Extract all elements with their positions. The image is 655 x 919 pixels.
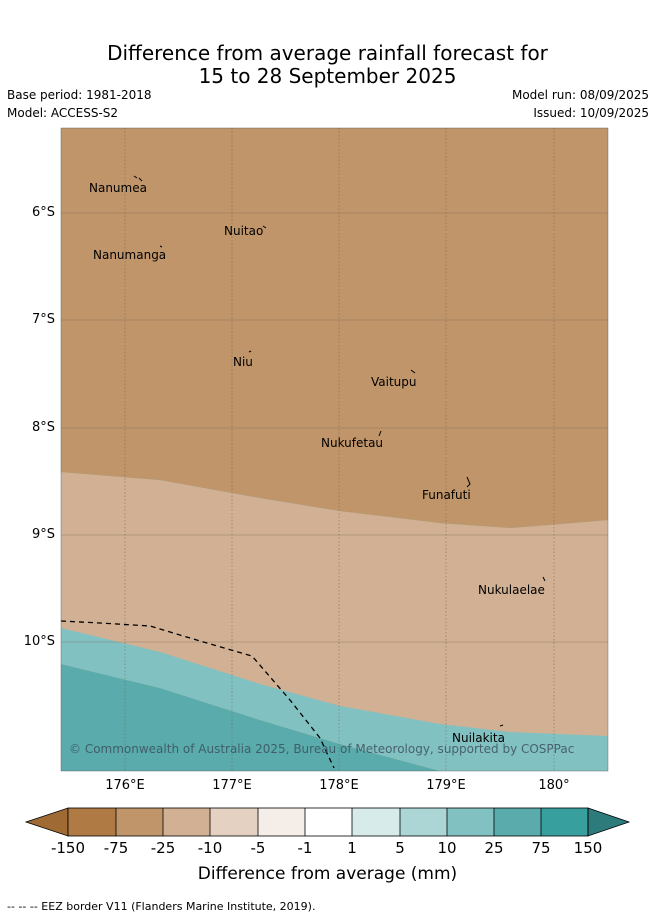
- lat-label-7s: 7°S: [31, 312, 55, 327]
- place-label-niu: Niu: [233, 355, 253, 369]
- colorbar-segment: [447, 808, 494, 836]
- rainfall-bands: [61, 128, 608, 771]
- colorbar-segment: [305, 808, 352, 836]
- legend-tick: 150: [573, 839, 603, 857]
- lon-label-177e: 177°E: [212, 778, 252, 793]
- colorbar: [24, 807, 631, 837]
- place-label-nuitao: Nuitao: [224, 224, 264, 238]
- legend-tick: -25: [150, 839, 176, 857]
- graticule: [124, 128, 555, 771]
- lat-label-9s: 9°S: [31, 527, 55, 542]
- place-label-nukulaelae: Nukulaelae: [478, 583, 545, 597]
- place-label-funafuti: Funafuti: [422, 488, 471, 502]
- legend-tick: -10: [197, 839, 223, 857]
- colorbar-segment: [258, 808, 305, 836]
- legend-tick: 10: [437, 839, 457, 857]
- colorbar-frame: [67, 807, 589, 837]
- place-label-nuilakita: Nuilakita: [452, 731, 505, 745]
- lat-label-8s: 8°S: [31, 420, 55, 435]
- colorbar-dividers: [115, 808, 542, 836]
- lon-label-178e: 178°E: [319, 778, 359, 793]
- island-nanumea: [133, 175, 143, 182]
- legend-tick: -150: [50, 839, 86, 857]
- island-nuilakita: [499, 724, 504, 727]
- island-nukulaelae: [542, 576, 546, 582]
- legend-tick: 25: [484, 839, 504, 857]
- issued-date: Issued: 10/09/2025: [533, 106, 649, 120]
- island-outlines: [133, 175, 546, 727]
- colorbar-segment: [541, 808, 588, 836]
- lat-label-10s: 10°S: [23, 634, 55, 649]
- copyright-notice: © Commonwealth of Australia 2025, Bureau…: [69, 742, 575, 756]
- colorbar-segment: [116, 808, 163, 836]
- place-label-nanumea: Nanumea: [89, 181, 147, 195]
- model-name: Model: ACCESS-S2: [7, 106, 119, 120]
- latitude-lines: [61, 212, 608, 643]
- colorbar-segment: [400, 808, 447, 836]
- colorbar-segment: [163, 808, 210, 836]
- place-label-nukufetau: Nukufetau: [321, 436, 384, 450]
- legend-tick: 5: [395, 839, 405, 857]
- island-nukufetau: [378, 430, 382, 437]
- lat-label-6s: 6°S: [31, 205, 55, 220]
- base-period: Base period: 1981-2018: [7, 88, 152, 102]
- lon-label-180: 180°: [538, 778, 570, 793]
- lon-label-176e: 176°E: [105, 778, 145, 793]
- colorbar-segment: [210, 808, 258, 836]
- colorbar-segment: [68, 808, 116, 836]
- title-line-2: 15 to 28 September 2025: [198, 64, 457, 88]
- island-nanumanga: [159, 245, 163, 248]
- lon-label-179e: 179°E: [426, 778, 466, 793]
- title-line-1: Difference from average rainfall forecas…: [107, 41, 548, 65]
- colorbar-segment: [494, 808, 541, 836]
- legend-tick: -5: [250, 839, 266, 857]
- legend-tick: 1: [347, 839, 357, 857]
- legend-title: Difference from average (mm): [197, 864, 458, 884]
- island-nuitao: [262, 225, 267, 229]
- band-10-25-lower: [61, 628, 608, 771]
- legend-tick: -75: [103, 839, 129, 857]
- place-label-vaitupu: Vaitupu: [371, 375, 417, 389]
- map-frame: [60, 127, 609, 772]
- island-funafuti: [466, 476, 471, 488]
- colorbar-segment: [352, 808, 400, 836]
- legend-tick: -1: [297, 839, 313, 857]
- place-label-nanumanga: Nanumanga: [93, 248, 167, 262]
- eez-border: [60, 620, 335, 769]
- legend-tick: 75: [531, 839, 551, 857]
- island-niu: [248, 350, 252, 353]
- model-run: Model run: 08/09/2025: [511, 88, 649, 102]
- colorbar-high-extend: [587, 807, 631, 837]
- band-25-75-lower: [61, 664, 440, 771]
- island-vaitupu: [410, 369, 416, 374]
- eez-footnote: -- -- -- EEZ border V11 (Flanders Marine…: [7, 900, 316, 913]
- colorbar-low-extend: [24, 807, 69, 837]
